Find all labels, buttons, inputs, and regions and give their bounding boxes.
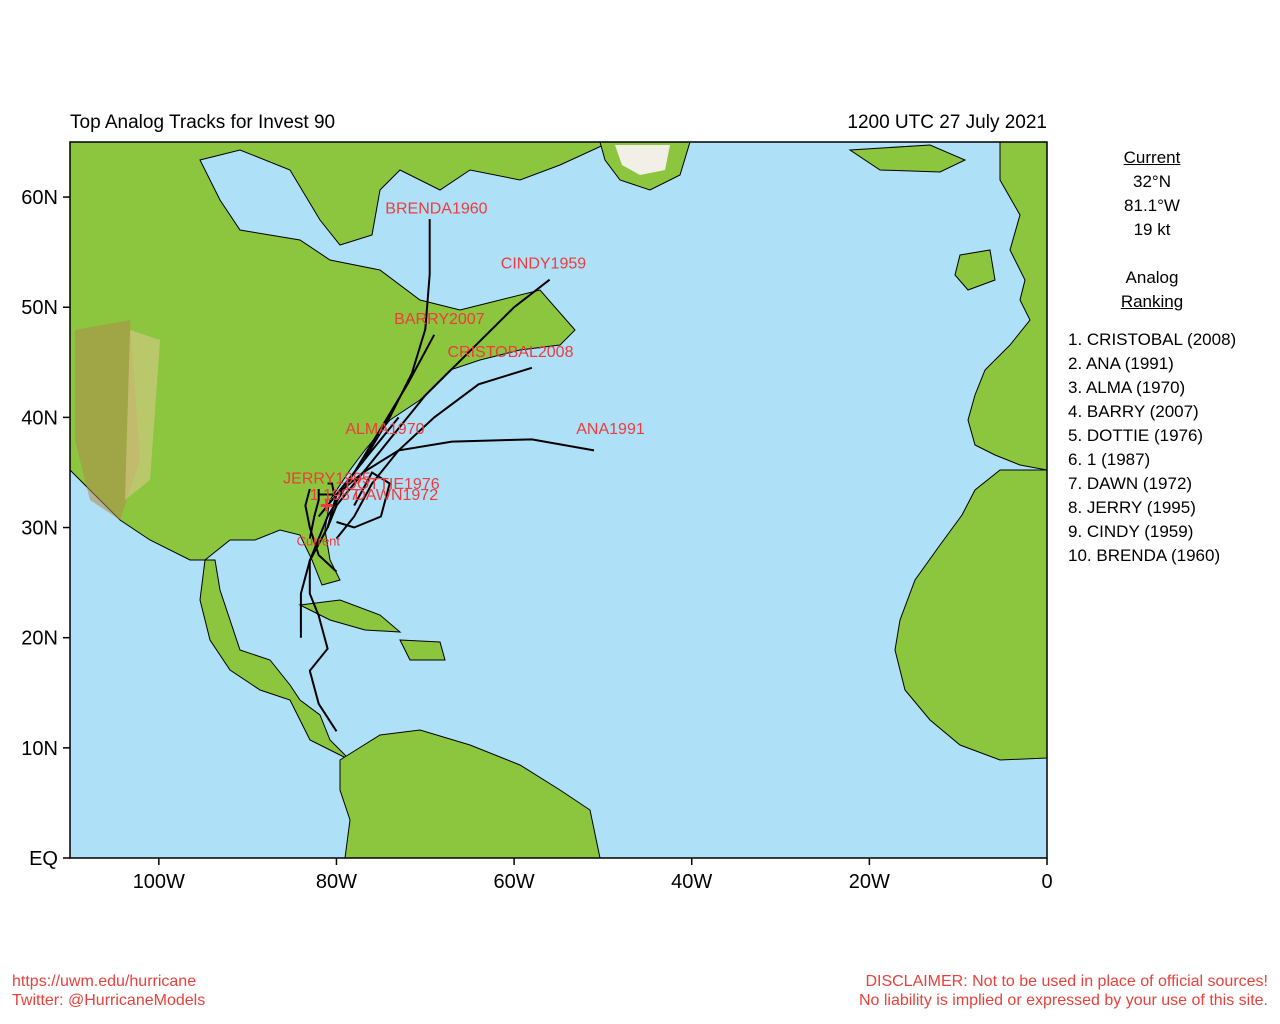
footer-links: https://uwm.edu/hurricane Twitter: @Hurr… [12,972,205,1010]
track-label: BARRY2007 [394,311,485,328]
lat-tick-label: EQ [29,848,58,870]
ranking-item: 4. BARRY (2007) [1068,402,1199,421]
track-label: ANA1991 [576,421,645,438]
lon-tick-label: 40W [671,871,712,893]
lon-tick-label: 80W [316,871,357,893]
ranking-item: 8. JERRY (1995) [1068,498,1196,517]
ranking-item: 9. CINDY (1959) [1068,522,1194,541]
footer-disclaimer: DISCLAIMER: Not to be used in place of o… [859,972,1268,1010]
track-line [304,488,338,573]
lon-tick-label: 100W [133,871,185,893]
disclaimer-line-1: DISCLAIMER: Not to be used in place of o… [865,973,1268,990]
ranking-heading: Ranking [1120,292,1184,311]
track-label: 1 1987 [310,487,359,504]
lon-tick-label: 0 [1041,871,1052,893]
lat-tick-label: 20N [21,628,58,650]
ranking-item: 6. 1 (1987) [1068,450,1151,469]
current-wind: 19 kt [1133,220,1171,239]
lon-tick-label: 20W [849,871,890,893]
track-line [318,278,551,496]
track-label: JERRY1995 [283,470,371,487]
ranking-item: 1. CRISTOBAL (2008) [1068,330,1237,349]
track-line [308,416,400,732]
lat-tick-label: 40N [21,407,58,429]
ranking-item: 10. BRENDA (1960) [1068,546,1221,565]
footer-url[interactable]: https://uwm.edu/hurricane [12,973,197,990]
current-lat: 32°N [1133,172,1171,191]
current-lon: 81.1°W [1124,196,1180,215]
ranking-item: 7. DAWN (1972) [1068,474,1193,493]
map-frame [69,141,1048,859]
analog-heading: Analog [1125,268,1179,287]
track-label: ALMA1970 [345,421,424,438]
track-label: CRISTOBAL2008 [447,344,573,361]
current-heading: Current [1123,148,1181,167]
map-title: Top Analog Tracks for Invest 90 [70,112,336,133]
track-label: DAWN1972 [354,487,438,504]
footer-twitter[interactable]: Twitter: @HurricaneModels [12,992,206,1009]
ranking-item: 2. ANA (1991) [1068,354,1174,373]
lon-tick-label: 60W [494,871,535,893]
track-label: BRENDA1960 [385,201,487,218]
lat-tick-label: 10N [21,738,58,760]
track-line [336,471,391,529]
ranking-item: 5. DOTTIE (1976) [1068,426,1204,445]
land-africa [894,469,1047,761]
current-position-label: Current [297,534,341,549]
track-line [326,482,338,528]
map-datetime: 1200 UTC 27 July 2021 [847,112,1047,133]
disclaimer-line-2: No liability is implied or expressed by … [858,992,1268,1009]
info-panel: Current 32°N 81.1°W 19 kt Analog Ranking… [1068,146,1248,568]
lat-tick-label: 60N [21,187,58,209]
track-line [308,489,320,539]
ranking-item: 3. ALMA (1970) [1068,378,1186,397]
land-south-america [339,729,601,858]
analog-ranking-list: 1. CRISTOBAL (2008) 2. ANA (1991) 3. ALMA … [1068,328,1248,568]
lat-tick-label: 50N [21,297,58,319]
land-europe [967,142,1047,471]
current-position-marker [320,499,333,512]
track-label: CINDY1959 [501,256,586,273]
lat-tick-label: 30N [21,518,58,540]
track-label: DOTTIE1976 [345,476,439,493]
